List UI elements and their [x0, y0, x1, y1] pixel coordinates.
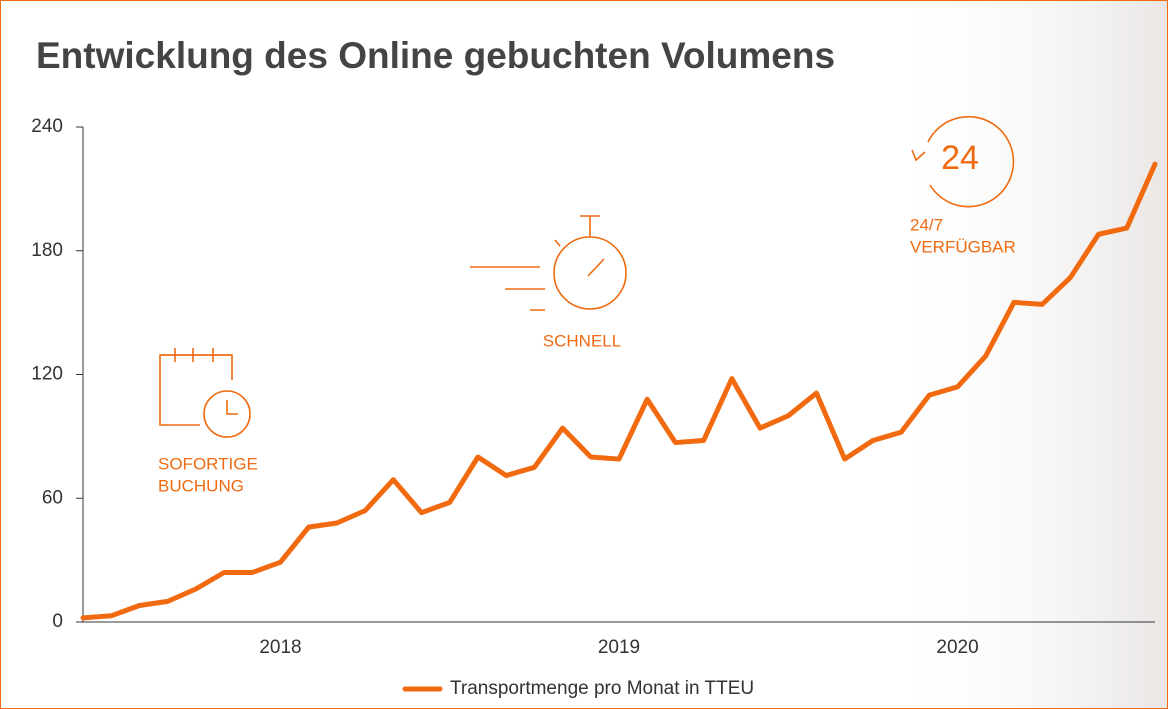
clock24-icon	[911, 115, 1015, 208]
stopwatch-icon	[470, 215, 627, 311]
annotation: VERFÜGBAR	[910, 237, 1016, 256]
annotation: SCHNELL	[543, 331, 621, 350]
calendar-icon	[159, 348, 251, 438]
y-tick-label: 60	[42, 487, 63, 508]
series-line	[80, 161, 1158, 621]
x-tick-label: 2019	[598, 637, 640, 658]
y-tick-label: 120	[31, 364, 63, 385]
annotation: SOFORTIGE	[158, 454, 258, 473]
annotation: 24/7	[910, 215, 943, 234]
icon-text: 24	[941, 139, 979, 177]
y-tick-label: 180	[31, 240, 63, 261]
background-photo	[880, 0, 1168, 709]
y-tick-label: 0	[52, 611, 63, 632]
legend-label: Transportmenge pro Monat in TTEU	[450, 678, 754, 699]
x-tick-label: 2020	[936, 637, 978, 658]
x-tick-label: 2018	[259, 637, 301, 658]
annotation: BUCHUNG	[158, 476, 244, 495]
y-tick-label: 240	[31, 116, 63, 137]
chart-title: Entwicklung des Online gebuchten Volumen…	[36, 35, 835, 76]
